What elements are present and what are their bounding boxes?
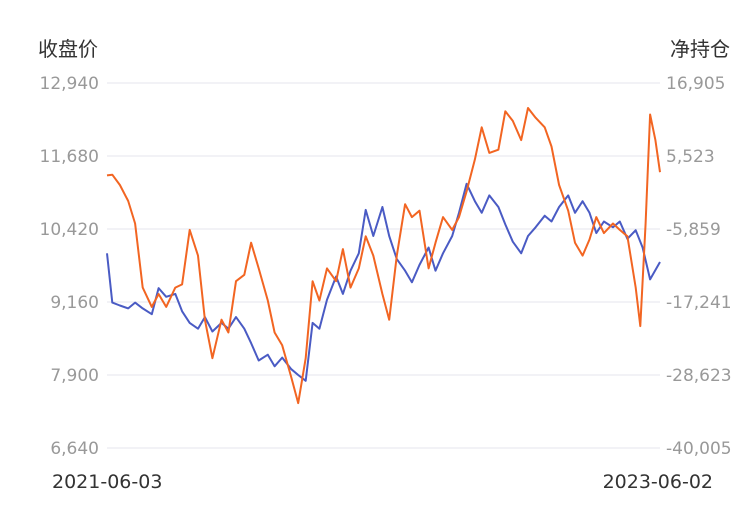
left-axis-title: 收盘价 (38, 37, 98, 61)
left-axis-tick-label: 6,640 (50, 439, 99, 459)
right-axis-ticks: 16,905 5,523 -5,859 -17,241 -28,623 -40,005 (666, 74, 732, 459)
right-axis-tick-label: 16,905 (666, 74, 725, 94)
x-end-date: 2023-06-02 (603, 471, 713, 493)
left-axis-tick-label: 11,680 (40, 147, 99, 167)
series-lines (106, 107, 661, 405)
close-price-line (106, 182, 661, 382)
net-position-line (106, 107, 661, 405)
right-axis-tick-label: -40,005 (666, 439, 732, 459)
left-axis-tick-label: 10,420 (40, 220, 99, 240)
left-axis-tick-label: 7,900 (50, 366, 99, 386)
left-axis-tick-label: 9,160 (50, 293, 99, 313)
left-axis-tick-label: 12,940 (40, 74, 99, 94)
right-axis-tick-label: -28,623 (666, 366, 732, 386)
left-axis-ticks: 12,940 11,680 10,420 9,160 7,900 6,640 (40, 74, 99, 459)
right-axis-title: 净持仓 (670, 37, 730, 61)
right-axis-tick-label: -5,859 (666, 220, 721, 240)
right-axis-tick-label: -17,241 (666, 293, 732, 313)
x-start-date: 2021-06-03 (52, 471, 162, 493)
right-axis-tick-label: 5,523 (666, 147, 715, 167)
gridlines (107, 82, 660, 449)
